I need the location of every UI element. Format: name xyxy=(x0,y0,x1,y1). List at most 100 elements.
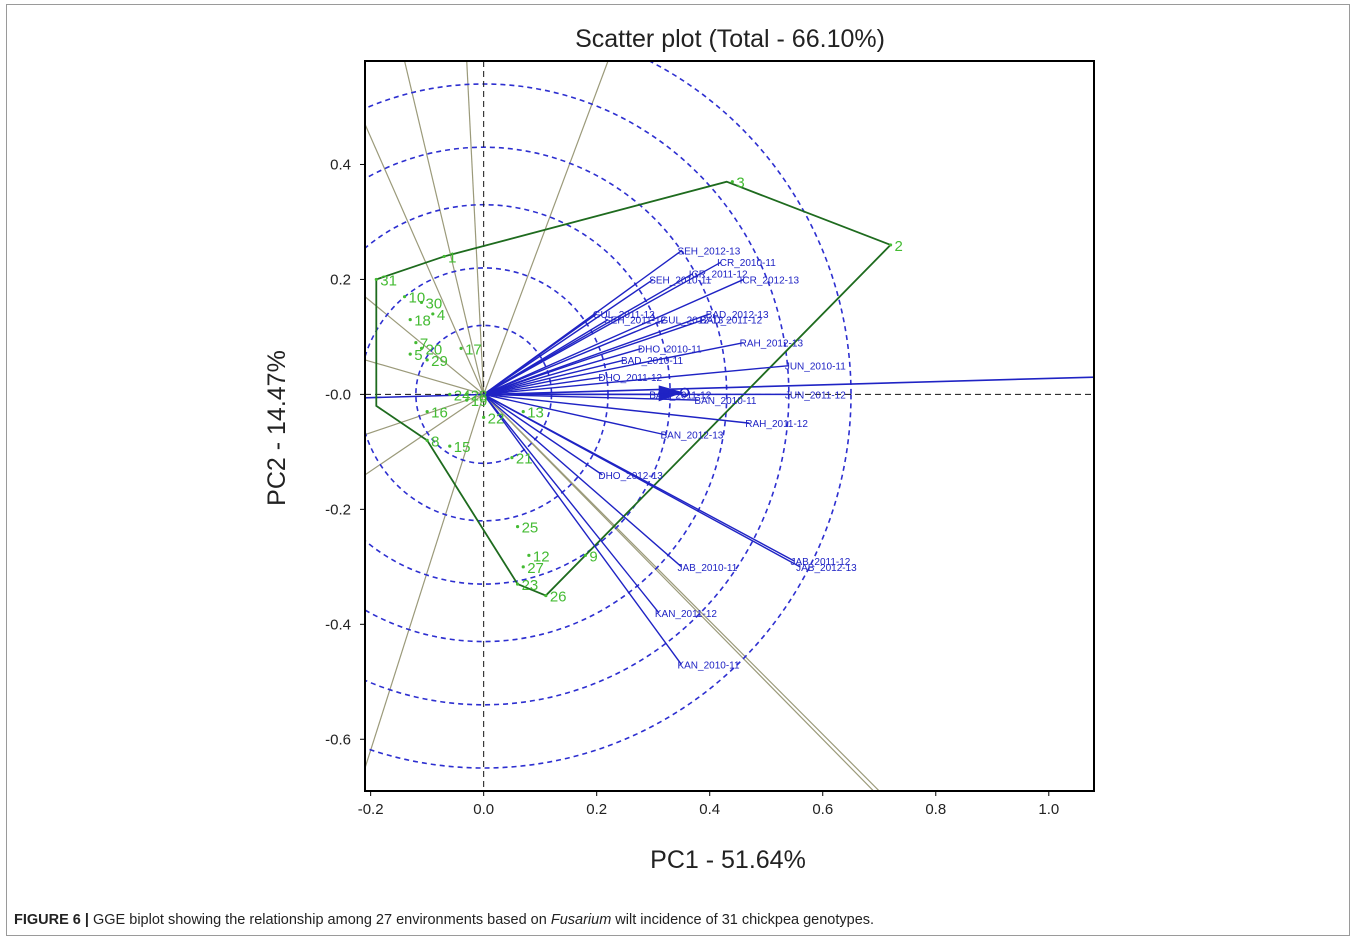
sector-ray xyxy=(403,61,485,395)
genotype-point xyxy=(448,444,452,448)
environment-vector xyxy=(483,393,660,614)
genotype-point xyxy=(431,312,435,316)
environment-vector xyxy=(483,273,694,395)
sector-ray xyxy=(483,393,880,791)
sector-ray xyxy=(365,359,484,395)
genotype-label: 5 xyxy=(414,347,422,364)
genotype-label: 24 xyxy=(454,387,471,404)
genotype-label: 28 xyxy=(471,387,488,404)
environment-label: BAN_2010-11 xyxy=(694,396,757,407)
environment-label: RAH_2011-12 xyxy=(745,419,808,430)
environment-vector xyxy=(483,359,626,396)
genotype-label: 22 xyxy=(488,410,505,427)
environment-vector xyxy=(483,313,598,395)
environment-vector xyxy=(483,393,683,665)
environment-label: JUN_2011-12 xyxy=(785,390,846,401)
genotype-label: 12 xyxy=(533,548,550,565)
plot-border xyxy=(364,60,1095,792)
genotype-point xyxy=(465,392,469,396)
genotype-point xyxy=(730,180,734,184)
genotype-label: 18 xyxy=(414,313,431,330)
figure-caption: FIGURE 6 | GGE biplot showing the relati… xyxy=(14,912,874,928)
genotype-point xyxy=(425,438,429,442)
genotype-label: 17 xyxy=(465,341,482,358)
environment-label: GUL_2011-12 xyxy=(593,310,656,321)
genotype-label: 30 xyxy=(426,295,443,312)
environment-label: SEH_2010-11 xyxy=(649,275,712,286)
genotype-label: 13 xyxy=(527,405,544,422)
genotype-point xyxy=(521,410,525,414)
genotype-point xyxy=(583,553,587,557)
genotype-point xyxy=(402,295,407,299)
genotype-point xyxy=(419,300,424,305)
axis-ticks: -0.2 0.0 0.2 0.4 0.6 0.8 1.0 0.4 0.2 -0.0 -0.2 -0.4… xyxy=(325,156,1059,818)
genotype-point xyxy=(419,346,424,351)
reference-lines xyxy=(365,61,1094,791)
genotype-label: 1 xyxy=(448,249,456,266)
sector-lines xyxy=(365,61,880,791)
x-tick-label: -0.2 xyxy=(358,801,384,818)
environment-label: JAB_2010-11 xyxy=(677,563,737,574)
environment-label: GUL_2012-13 xyxy=(661,316,724,327)
genotype-point xyxy=(414,341,418,345)
environment-label: BAD_2010-11 xyxy=(621,356,684,367)
y-tick-label: -0.2 xyxy=(325,501,351,518)
x-tick-label: 0.4 xyxy=(699,801,720,818)
genotype-point xyxy=(515,582,520,586)
genotype-label: 2 xyxy=(895,238,903,255)
sector-ray xyxy=(365,393,485,476)
genotype-point xyxy=(521,565,525,569)
environment-label: SEH_2011-12 xyxy=(604,316,667,327)
caption-text-after: wilt incidence of 31 chickpea genotypes. xyxy=(611,912,875,928)
environment-label: ICR_2011-12 xyxy=(689,270,748,281)
environment-label: JAB_2012-13 xyxy=(796,563,857,574)
environment-vector xyxy=(483,393,801,568)
genotype-label: 31 xyxy=(380,272,397,289)
genotype-label: 4 xyxy=(437,307,445,324)
x-axis-label: PC1 - 51.64% xyxy=(650,846,806,874)
environment-vector xyxy=(483,278,654,395)
average-environment-marker xyxy=(679,387,690,398)
genotype-point xyxy=(515,524,520,529)
genotype-label: 29 xyxy=(431,353,448,370)
genotype-label: 10 xyxy=(409,290,426,307)
average-environment-arrow xyxy=(658,385,684,402)
environment-label: RAH_2012-13 xyxy=(740,339,804,350)
sector-ray xyxy=(365,394,485,769)
environment-vectors: SEH_2012-13ICR_2010-11ICR_2011-12SEH_201… xyxy=(483,247,857,672)
genotype-label: 3 xyxy=(736,175,744,192)
sector-ray xyxy=(365,296,485,395)
genotype-label: 15 xyxy=(454,439,471,456)
environment-vector xyxy=(483,319,665,396)
genotype-point xyxy=(408,318,412,322)
y-tick-label: -0.0 xyxy=(325,386,351,403)
y-tick-label: 0.4 xyxy=(330,156,351,173)
environment-label: DHO_2011-12 xyxy=(598,373,662,384)
y-tick-label: -0.4 xyxy=(325,616,351,633)
genotype-point xyxy=(459,346,463,351)
environment-vector xyxy=(483,319,609,395)
genotype-label: 16 xyxy=(431,405,448,422)
genotype-label: 27 xyxy=(527,560,544,577)
sector-ray xyxy=(483,61,609,395)
environment-label: ICR_2012-13 xyxy=(740,275,800,286)
genotype-point xyxy=(527,553,531,557)
environment-vector xyxy=(483,393,665,436)
environment-label: BAD_2011-12 xyxy=(700,316,763,327)
environment-label: BAN_2012-13 xyxy=(661,431,724,442)
caption-italic: Fusarium xyxy=(550,912,612,928)
environment-label: KAN_2010-11 xyxy=(677,661,740,672)
caption-text-before: GGE biplot showing the relationship amon… xyxy=(88,912,551,928)
y-tick-label: 0.2 xyxy=(330,271,351,288)
sector-ray xyxy=(466,61,485,395)
environment-vector xyxy=(483,341,744,396)
sector-ray xyxy=(365,123,485,395)
environment-label: ICR_2010-11 xyxy=(717,258,776,269)
genotype-label: 19 xyxy=(471,393,488,410)
x-tick-label: 0.0 xyxy=(473,801,494,818)
environment-vector xyxy=(483,393,603,476)
genotype-point xyxy=(408,352,412,356)
genotype-point xyxy=(482,415,486,419)
environment-vector xyxy=(483,278,744,396)
